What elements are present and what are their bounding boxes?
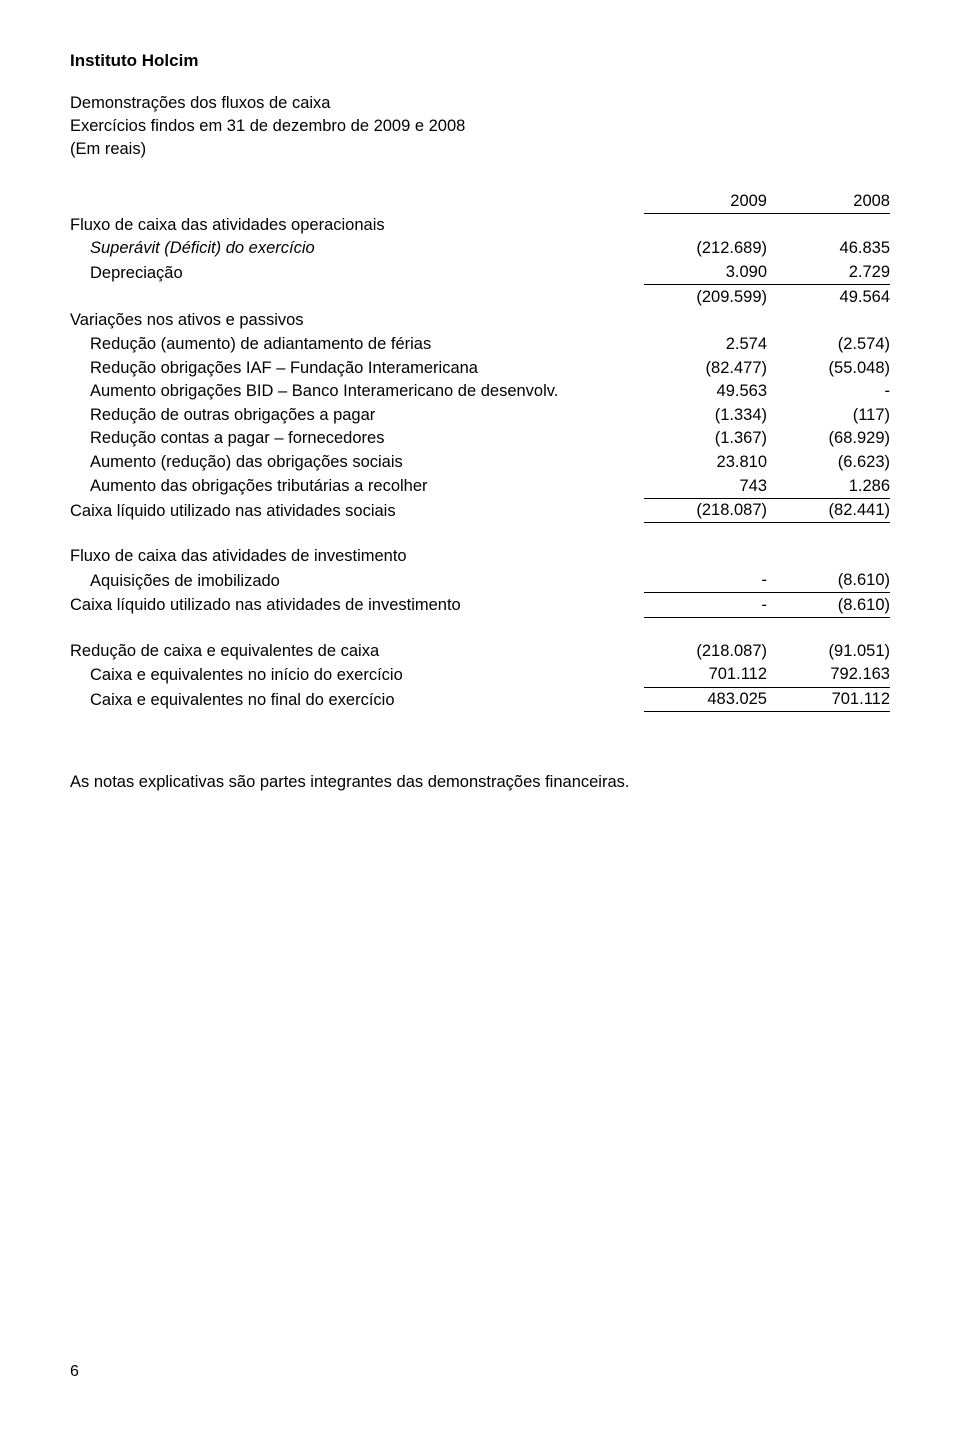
cell-value: 701.112 bbox=[644, 663, 767, 687]
cell-value: 483.025 bbox=[644, 687, 767, 712]
cell-value: (82.441) bbox=[767, 498, 890, 523]
doc-title: Instituto Holcim bbox=[70, 50, 890, 71]
table-row: Redução obrigações IAF – Fundação Intera… bbox=[70, 356, 890, 380]
col-header-2008: 2008 bbox=[767, 189, 890, 213]
row-label: Caixa e equivalentes no final do exercíc… bbox=[70, 687, 644, 712]
row-label: Superávit (Déficit) do exercício bbox=[70, 237, 644, 261]
sec1-subheading-row: Variações nos ativos e passivos bbox=[70, 309, 890, 333]
cell-value: (8.610) bbox=[767, 593, 890, 618]
cell-value: (117) bbox=[767, 403, 890, 427]
row-label: Redução (aumento) de adiantamento de fér… bbox=[70, 332, 644, 356]
sec2-total-row: Caixa líquido utilizado nas atividades d… bbox=[70, 593, 890, 618]
row-label: Aquisições de imobilizado bbox=[70, 569, 644, 593]
cell-value: 743 bbox=[644, 474, 767, 498]
sec1-heading: Fluxo de caixa das atividades operaciona… bbox=[70, 213, 644, 237]
sec1-heading-row: Fluxo de caixa das atividades operaciona… bbox=[70, 213, 890, 237]
table-row: Caixa e equivalentes no final do exercíc… bbox=[70, 687, 890, 712]
cell-value: (218.087) bbox=[644, 498, 767, 523]
row-label: Redução de outras obrigações a pagar bbox=[70, 403, 644, 427]
sec1-subheading: Variações nos ativos e passivos bbox=[70, 309, 644, 333]
row-label: Redução obrigações IAF – Fundação Intera… bbox=[70, 356, 644, 380]
table-row: (209.599) 49.564 bbox=[70, 285, 890, 309]
row-label: Aumento (redução) das obrigações sociais bbox=[70, 451, 644, 475]
cell-value: 1.286 bbox=[767, 474, 890, 498]
page-number: 6 bbox=[70, 1362, 79, 1382]
cell-value: 49.563 bbox=[644, 380, 767, 404]
cell-value: (8.610) bbox=[767, 569, 890, 593]
cell-value: 49.564 bbox=[767, 285, 890, 309]
table-row: Redução (aumento) de adiantamento de fér… bbox=[70, 332, 890, 356]
doc-sub2: Exercícios findos em 31 de dezembro de 2… bbox=[70, 116, 890, 137]
row-label: Aumento das obrigações tributárias a rec… bbox=[70, 474, 644, 498]
cell-value: (55.048) bbox=[767, 356, 890, 380]
col-header-2009: 2009 bbox=[644, 189, 767, 213]
cell-value: (82.477) bbox=[644, 356, 767, 380]
cell-value: 23.810 bbox=[644, 451, 767, 475]
cell-value: 792.163 bbox=[767, 663, 890, 687]
table-row: Redução contas a pagar – fornecedores (1… bbox=[70, 427, 890, 451]
cell-value: (91.051) bbox=[767, 639, 890, 663]
row-label: Aumento obrigações BID – Banco Interamer… bbox=[70, 380, 644, 404]
cell-value: 3.090 bbox=[644, 261, 767, 285]
cell-value: (1.367) bbox=[644, 427, 767, 451]
table-row: Redução de outras obrigações a pagar (1.… bbox=[70, 403, 890, 427]
cell-value: - bbox=[767, 380, 890, 404]
cell-value: (209.599) bbox=[644, 285, 767, 309]
table-row: Aumento (redução) das obrigações sociais… bbox=[70, 451, 890, 475]
cell-value: (6.623) bbox=[767, 451, 890, 475]
table-row: Aumento das obrigações tributárias a rec… bbox=[70, 474, 890, 498]
cell-value: (2.574) bbox=[767, 332, 890, 356]
cell-value: (1.334) bbox=[644, 403, 767, 427]
cell-value: (68.929) bbox=[767, 427, 890, 451]
cell-value: - bbox=[644, 593, 767, 618]
cell-value: 2.729 bbox=[767, 261, 890, 285]
sec2-heading-row: Fluxo de caixa das atividades de investi… bbox=[70, 545, 890, 569]
table-header-row: 2009 2008 bbox=[70, 189, 890, 213]
cell-value: (218.087) bbox=[644, 639, 767, 663]
row-label: Redução de caixa e equivalentes de caixa bbox=[70, 639, 644, 663]
table-row: Aquisições de imobilizado - (8.610) bbox=[70, 569, 890, 593]
row-label bbox=[70, 285, 644, 309]
row-label: Redução contas a pagar – fornecedores bbox=[70, 427, 644, 451]
row-label: Depreciação bbox=[70, 261, 644, 285]
cashflow-table: 2009 2008 Fluxo de caixa das atividades … bbox=[70, 189, 890, 712]
cell-value: - bbox=[644, 569, 767, 593]
table-row: Caixa e equivalentes no início do exercí… bbox=[70, 663, 890, 687]
cell-value: 2.574 bbox=[644, 332, 767, 356]
sec1-total-row: Caixa líquido utilizado nas atividades s… bbox=[70, 498, 890, 523]
row-label: Caixa e equivalentes no início do exercí… bbox=[70, 663, 644, 687]
sec2-heading: Fluxo de caixa das atividades de investi… bbox=[70, 545, 644, 569]
table-row: Redução de caixa e equivalentes de caixa… bbox=[70, 639, 890, 663]
cell-value: 46.835 bbox=[767, 237, 890, 261]
table-row: Superávit (Déficit) do exercício (212.68… bbox=[70, 237, 890, 261]
footer-notes: As notas explicativas são partes integra… bbox=[70, 772, 890, 793]
row-label: Caixa líquido utilizado nas atividades d… bbox=[70, 593, 644, 618]
cell-value: 701.112 bbox=[767, 687, 890, 712]
table-row: Aumento obrigações BID – Banco Interamer… bbox=[70, 380, 890, 404]
table-row: Depreciação 3.090 2.729 bbox=[70, 261, 890, 285]
doc-sub3: (Em reais) bbox=[70, 139, 890, 160]
doc-sub1: Demonstrações dos fluxos de caixa bbox=[70, 93, 890, 114]
cell-value: (212.689) bbox=[644, 237, 767, 261]
row-label: Caixa líquido utilizado nas atividades s… bbox=[70, 498, 644, 523]
